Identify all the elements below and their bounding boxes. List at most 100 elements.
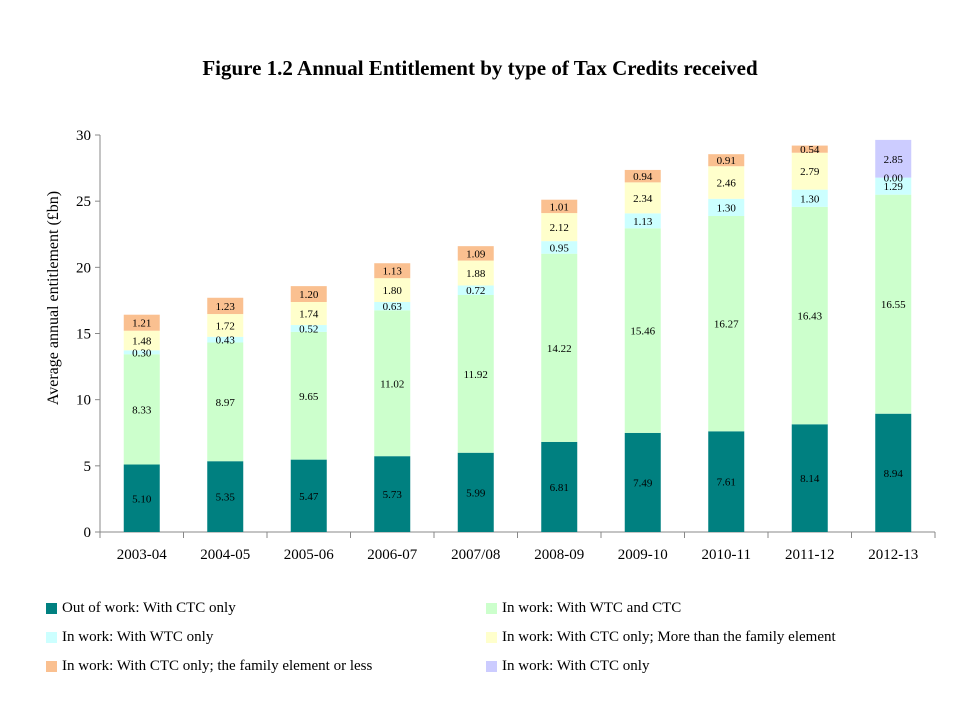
data-label: 0.30 [132,347,152,359]
data-label: 0.00 [884,173,904,185]
data-label: 1.09 [466,248,486,260]
bar-segment [541,253,578,442]
y-tick-label: 20 [76,260,91,276]
data-label: 5.47 [299,491,319,503]
x-tick-label: 2011-12 [785,547,834,563]
data-label: 1.30 [800,193,820,205]
bar-segment [290,325,327,332]
data-label: 9.65 [299,391,319,403]
bar-segment [123,354,160,465]
data-label: 16.55 [881,299,906,311]
bar-segment [123,330,160,351]
data-label: 1.72 [216,320,235,332]
data-label: 1.30 [717,202,737,214]
y-tick-label: 30 [76,128,91,144]
y-axis-label: Average annual entitlement (£bn) [45,191,62,405]
data-label: 1.13 [383,266,403,278]
data-label: 1.48 [132,336,152,348]
data-label: 7.49 [633,477,653,489]
bar-segment [207,336,244,343]
bar-segment [541,441,578,532]
data-label: 2.79 [800,166,820,178]
data-label: 11.02 [380,378,404,390]
bar-segment [708,198,745,216]
data-label: 0.54 [800,144,820,156]
bar-segment [207,297,244,315]
data-label: 1.20 [299,289,319,301]
bar-segment [290,459,327,532]
bar-segment [708,154,745,167]
bar-segment [123,464,160,532]
bar-segment [290,302,327,326]
bar-segment [290,286,327,303]
bar-segment [875,177,912,195]
bar-segment [624,169,661,183]
bar-segment [875,194,912,414]
bar-segment [624,228,661,433]
y-tick-label: 5 [84,459,92,475]
bar-segment [457,452,494,532]
bar-segment [457,246,494,261]
chart-title: Figure 1.2 Annual Entitlement by type of… [202,56,758,80]
data-label: 0.94 [633,171,653,183]
bar-segment [875,139,912,178]
bar-segment [791,152,828,190]
bar-segment [708,215,745,432]
bar-segment [541,213,578,242]
bar-segment [207,314,244,337]
data-label: 5.35 [216,492,236,504]
x-tick-label: 2010-11 [702,547,751,563]
bar-segment [123,350,160,355]
data-label: 16.43 [797,311,822,323]
bar-segment [541,241,578,254]
data-label: 1.13 [633,216,653,228]
x-tick-label: 2008-09 [534,547,584,563]
data-label: 2.12 [550,222,569,234]
bar-segment [875,413,912,532]
bar-segment [624,432,661,532]
bar-segment [624,182,661,214]
bar-segment [791,206,828,425]
data-label: 8.33 [132,404,152,416]
axes: 0 5 10 15 20 25 30 2003-04 2004-05 2005-06 2006-07… [76,128,936,563]
data-label: 1.80 [383,285,403,297]
data-label: 1.21 [132,318,151,330]
y-tick-label: 25 [76,194,91,210]
data-label: 15.46 [630,326,655,338]
data-label: 14.22 [547,343,572,355]
bar-segment [123,314,160,331]
bar-segment [624,213,661,229]
data-label: 0.72 [466,285,485,297]
bar-segment [541,199,578,214]
data-label: 16.27 [714,319,739,331]
x-tick-label: 2012-13 [868,547,918,563]
data-label: 6.81 [550,482,569,494]
data-label: 5.99 [466,487,486,499]
data-label: 2.46 [717,178,737,190]
bar-segment [791,145,828,153]
bar-segment [457,294,494,453]
data-label: 1.23 [216,301,236,313]
bar-segment [290,331,327,460]
bar-segment [457,260,494,286]
data-label: 5.10 [132,493,152,505]
bar-segment [374,310,411,457]
bar-segment [207,342,244,462]
x-tick-label: 2005-06 [284,547,334,563]
data-label: 0.52 [299,323,318,335]
bar-segment [791,424,828,532]
data-label: 0.63 [383,301,403,313]
x-tick-label: 2004-05 [200,547,250,563]
data-label: 8.14 [800,473,820,485]
x-tick-label: 2007/08 [451,547,500,563]
bar-segment [708,166,745,199]
y-tick-label: 0 [84,525,92,541]
y-tick-label: 10 [76,393,91,409]
data-label: 2.34 [633,193,653,205]
data-label: 11.92 [464,369,488,381]
bars [123,139,912,532]
data-label: 8.97 [216,397,236,409]
data-label: 0.91 [717,155,736,167]
data-label: 1.01 [550,201,569,213]
bar-segment [457,285,494,295]
